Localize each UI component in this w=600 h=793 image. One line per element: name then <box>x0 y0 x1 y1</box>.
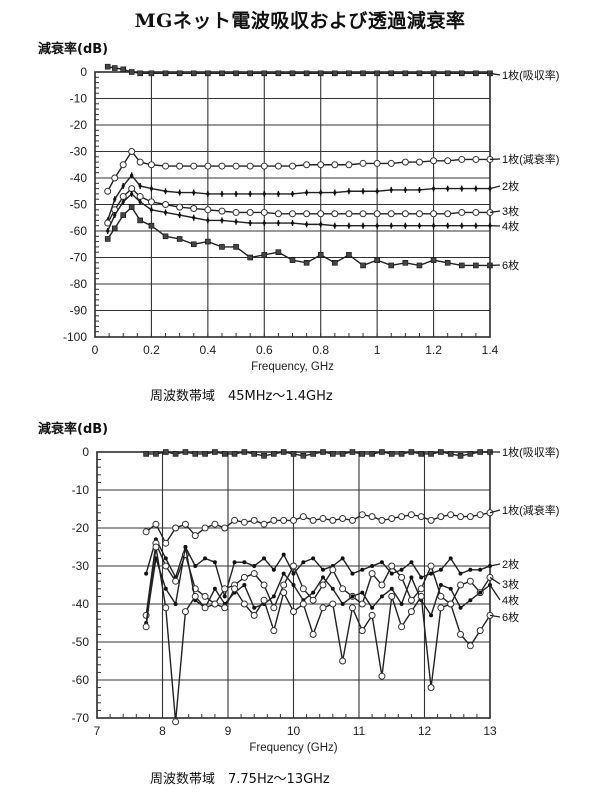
series-1: 1枚(減衰率) <box>104 148 559 195</box>
chart2-caption: 周波数帯域 7.75Hz～13GHz <box>150 772 330 787</box>
svg-text:7: 7 <box>94 724 101 738</box>
svg-text:10: 10 <box>287 724 301 738</box>
chart-45mhz-1.4ghz: 0 -10 -20 -30 -40 -50 -60 -70 -80 -90 -100 0 0.2 0.4 0… <box>63 63 559 373</box>
svg-text:Frequency (GHz): Frequency (GHz) <box>249 742 337 754</box>
series-4: 4枚 <box>144 545 519 625</box>
svg-text:Frequency, GHz: Frequency, GHz <box>251 361 334 373</box>
svg-text:-10: -10 <box>72 483 90 497</box>
svg-text:-70: -70 <box>72 711 90 725</box>
svg-text:0.8: 0.8 <box>312 343 329 357</box>
svg-text:13: 13 <box>483 724 497 738</box>
svg-text:-10: -10 <box>70 92 88 106</box>
chart1-y-axis-label: 減衰率(dB) <box>38 42 109 57</box>
series-0: 1枚(吸収率) <box>143 445 559 459</box>
series-4: 4枚 <box>106 190 519 234</box>
svg-text:9: 9 <box>225 724 232 738</box>
legend-label: 3枚 <box>502 204 519 218</box>
svg-text:0: 0 <box>80 65 87 79</box>
legend-label: 3枚 <box>502 577 519 591</box>
svg-text:-50: -50 <box>70 198 88 212</box>
series-5: 6枚 <box>142 543 519 726</box>
svg-text:-40: -40 <box>72 597 90 611</box>
svg-text:12: 12 <box>418 724 432 738</box>
svg-text:-30: -30 <box>72 559 90 573</box>
series-1: 1枚(減衰率) <box>142 503 559 547</box>
svg-text:-60: -60 <box>72 673 90 687</box>
chart2-y-axis-label: 減衰率(dB) <box>38 422 109 437</box>
svg-text:0: 0 <box>92 343 99 357</box>
svg-text:-70: -70 <box>70 251 88 265</box>
legend-label: 2枚 <box>502 557 519 571</box>
svg-text:-20: -20 <box>70 118 88 132</box>
legend-label: 1枚(吸収率) <box>502 445 559 459</box>
svg-text:-100: -100 <box>63 330 87 344</box>
svg-text:1.4: 1.4 <box>482 343 499 357</box>
chart1-caption: 周波数帯域 45MHz～1.4GHz <box>150 389 333 404</box>
series-3: 3枚 <box>142 539 519 619</box>
legend-label: 6枚 <box>502 610 519 624</box>
svg-text:0.2: 0.2 <box>143 343 160 357</box>
svg-text:-90: -90 <box>70 304 88 318</box>
svg-text:-80: -80 <box>70 277 88 291</box>
svg-text:8: 8 <box>159 724 166 738</box>
series-3: 3枚 <box>104 185 519 227</box>
svg-text:11: 11 <box>353 724 366 738</box>
svg-text:-40: -40 <box>70 171 88 185</box>
legend-label: 6枚 <box>502 258 519 272</box>
svg-text:-20: -20 <box>72 521 90 535</box>
series-2: 2枚 <box>106 172 519 224</box>
series-0: 1枚(吸収率) <box>104 63 559 82</box>
legend-label: 1枚(減衰率) <box>502 152 559 166</box>
legend-label: 4枚 <box>502 593 519 607</box>
legend-label: 1枚(減衰率) <box>502 503 559 517</box>
svg-text:-30: -30 <box>70 145 88 159</box>
svg-text:0.6: 0.6 <box>256 343 273 357</box>
legend-label: 2枚 <box>502 179 519 193</box>
svg-text:1: 1 <box>374 343 381 357</box>
svg-text:-50: -50 <box>72 635 90 649</box>
svg-text:0: 0 <box>82 445 89 459</box>
svg-text:-60: -60 <box>70 224 88 238</box>
legend-label: 1枚(吸収率) <box>502 68 559 82</box>
page-title: MGネット電波吸収および透過減衰率 <box>134 10 466 32</box>
svg-text:0.4: 0.4 <box>200 343 217 357</box>
legend-label: 4枚 <box>502 219 519 233</box>
svg-text:1.2: 1.2 <box>425 343 442 357</box>
series-5: 6枚 <box>104 204 519 272</box>
